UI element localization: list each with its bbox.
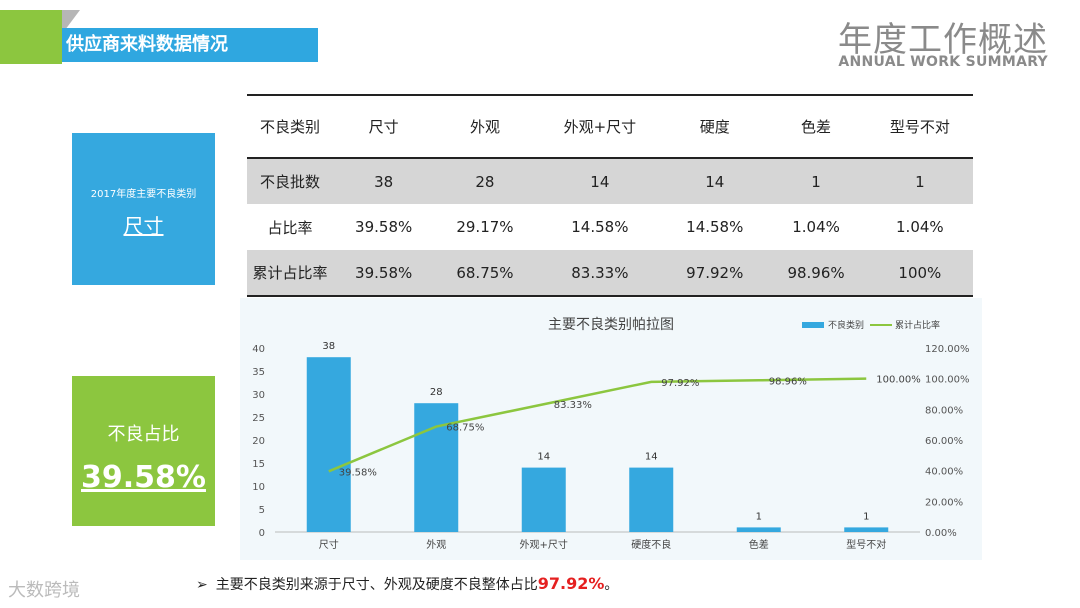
y-left-tick-label: 30 xyxy=(252,390,265,401)
summary-note: ➢ 主要不良类别来源于尺寸、外观及硬度不良整体占比97.92%。 xyxy=(196,574,618,594)
table-cell: 1 xyxy=(915,172,925,191)
table-cell: 14 xyxy=(590,172,610,191)
table-cell: 38 xyxy=(374,172,394,191)
table-cell: 不良批数 xyxy=(259,173,320,191)
line-data-label: 83.33% xyxy=(554,400,592,411)
table-header-cell: 尺寸 xyxy=(368,118,399,136)
y-left-tick-label: 10 xyxy=(252,482,265,493)
defect-ratio-card: 不良占比 39.58% xyxy=(72,376,215,526)
defect-ratio-value: 39.58% xyxy=(81,460,206,495)
x-tick-label: 型号不对 xyxy=(846,538,886,551)
bar-data-label: 28 xyxy=(430,387,443,398)
table-cell: 97.92% xyxy=(686,263,744,282)
table-cell: 98.96% xyxy=(787,263,845,282)
x-tick-label: 尺寸 xyxy=(319,538,339,551)
y-right-tick-label: 60.00% xyxy=(925,436,963,447)
x-tick-label: 外观 xyxy=(426,539,446,551)
table-cell: 39.58% xyxy=(355,218,413,236)
bar-data-label: 38 xyxy=(322,341,335,352)
table-cell: 累计占比率 xyxy=(252,264,328,282)
main-defect-caption: 2017年度主要不良类别 xyxy=(90,189,197,200)
summary-suffix: 。 xyxy=(604,577,619,593)
bar xyxy=(736,527,781,532)
section-title: 供应商来料数据情况 xyxy=(62,28,318,62)
legend-line-label: 累计占比率 xyxy=(895,319,940,331)
table-header-cell: 硬度 xyxy=(699,118,730,136)
main-defect-value: 尺寸 xyxy=(123,214,164,238)
y-right-tick-label: 40.00% xyxy=(925,467,963,478)
y-left-tick-label: 35 xyxy=(252,367,265,378)
y-left-tick-label: 15 xyxy=(252,459,265,470)
table-cell: 1.04% xyxy=(896,218,944,236)
legend-bar-swatch xyxy=(802,322,824,328)
main-defect-card: 2017年度主要不良类别 尺寸 xyxy=(72,133,215,285)
table-header-row: 不良类别 尺寸 外观 外观+尺寸 硬度 色差 型号不对 xyxy=(247,95,973,158)
chart-background xyxy=(240,298,982,560)
y-left-tick-label: 25 xyxy=(252,413,265,424)
bar-data-label: 14 xyxy=(645,452,658,463)
table-header-cell: 不良类别 xyxy=(259,118,320,136)
x-tick-label: 硬度不良 xyxy=(631,538,671,551)
bar xyxy=(629,467,674,532)
y-left-tick-label: 20 xyxy=(252,436,265,447)
defect-table: 不良类别 尺寸 外观 外观+尺寸 硬度 色差 型号不对 不良批数 38 28 1… xyxy=(247,94,973,297)
bar xyxy=(844,527,889,532)
table-header-cell: 色差 xyxy=(801,118,832,136)
bar-data-label: 1 xyxy=(756,511,762,522)
table-cell: 1.04% xyxy=(792,218,840,236)
line-data-label: 98.96% xyxy=(769,376,807,387)
line-data-label: 100.00% xyxy=(876,375,921,386)
legend-bar-label: 不良类别 xyxy=(828,319,864,331)
table-row: 累计占比率 39.58% 68.75% 83.33% 97.92% 98.96%… xyxy=(247,250,973,296)
summary-highlight: 97.92% xyxy=(537,574,605,593)
line-data-label: 39.58% xyxy=(339,467,377,478)
table-cell: 28 xyxy=(475,172,495,191)
bar-data-label: 1 xyxy=(863,511,869,522)
x-tick-label: 外观+尺寸 xyxy=(520,538,568,551)
page-title: 年度工作概述 xyxy=(838,20,1048,60)
bar xyxy=(521,467,566,532)
table-cell: 14 xyxy=(705,172,725,191)
table-cell: 14.58% xyxy=(686,218,744,236)
bar xyxy=(306,357,351,532)
bar-data-label: 14 xyxy=(537,452,550,463)
y-right-tick-label: 0.00% xyxy=(925,528,957,539)
pareto-chart: 0 5 10 15 20 25 30 35 40 0.00% 20.00% 40.00% 60.00% 8… xyxy=(252,319,970,551)
y-right-tick-label: 20.00% xyxy=(925,497,963,508)
table-cell: 29.17% xyxy=(456,218,514,236)
table-row: 不良批数 38 28 14 14 1 1 xyxy=(247,158,973,204)
table-cell: 1 xyxy=(811,172,821,191)
table-cell: 占比率 xyxy=(267,218,313,237)
y-left-tick-label: 0 xyxy=(259,528,265,539)
y-right-tick-label: 100.00% xyxy=(925,375,970,386)
x-tick-label: 色差 xyxy=(749,538,769,551)
cumulative-line xyxy=(328,377,867,473)
y-left-tick-label: 40 xyxy=(252,344,265,355)
header-green-block xyxy=(0,10,62,64)
table-header-cell: 型号不对 xyxy=(889,118,950,136)
watermark-logo: 大数跨境 xyxy=(8,580,80,601)
y-left-tick-label: 5 xyxy=(259,505,265,516)
page-subtitle: ANNUAL WORK SUMMARY xyxy=(838,54,1048,70)
table-cell: 100% xyxy=(898,263,942,282)
table-cell: 68.75% xyxy=(456,263,514,282)
line-data-label: 97.92% xyxy=(661,378,699,389)
y-right-tick-label: 80.00% xyxy=(925,405,963,416)
table-cell: 83.33% xyxy=(571,263,629,282)
line-data-label: 68.75% xyxy=(446,423,484,434)
chart-title: 主要不良类别帕拉图 xyxy=(548,317,674,333)
summary-text: 主要不良类别来源于尺寸、外观及硬度不良整体占比 xyxy=(215,577,538,593)
table-header-cell: 外观 xyxy=(469,118,500,136)
defect-ratio-caption: 不良占比 xyxy=(107,424,180,445)
table-cell: 14.58% xyxy=(571,218,629,236)
bullet-arrow-icon: ➢ xyxy=(196,577,208,593)
table-cell: 39.58% xyxy=(355,263,413,282)
y-right-tick-label: 120.00% xyxy=(925,344,970,355)
table-header-cell: 外观+尺寸 xyxy=(563,118,637,136)
table-row: 占比率 39.58% 29.17% 14.58% 14.58% 1.04% 1.… xyxy=(247,204,973,250)
